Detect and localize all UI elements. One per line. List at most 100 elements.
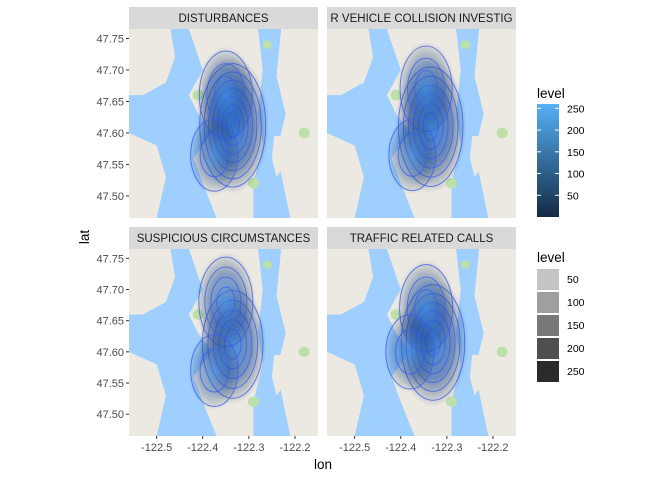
y-tick-label: 47.60: [96, 347, 124, 359]
map-land: [276, 29, 318, 218]
facet-strip-label: SUSPICIOUS CIRCUMSTANCES: [137, 233, 311, 245]
y-tick-label: 47.60: [96, 128, 124, 140]
map-land: [327, 351, 364, 436]
density-contour: [395, 329, 425, 375]
y-tick-label: 47.75: [96, 33, 124, 45]
map-park: [298, 127, 310, 139]
density-hotspot: [188, 114, 241, 196]
map-land: [469, 354, 484, 396]
facet-panels: DISTURBANCES R VEHICLE COLLISION INVESTIG…: [129, 7, 516, 436]
map-park: [262, 40, 272, 50]
x-tick-label: -122.4: [385, 442, 416, 454]
colorbar-legend-title: level: [537, 86, 565, 101]
facet-strip: [327, 227, 516, 249]
alpha-legend-swatch: [537, 269, 559, 290]
density-contour: [397, 133, 427, 177]
map-park: [460, 40, 470, 50]
density-hotspot: [188, 330, 241, 411]
density-contour: [407, 57, 446, 120]
map-park: [496, 127, 508, 139]
density-contour: [210, 276, 242, 328]
density-contour: [190, 334, 239, 407]
map-park: [247, 396, 259, 407]
density-hotspot: [383, 310, 437, 394]
y-tick-label: 47.50: [96, 409, 124, 421]
facet-panel: SUSPICIOUS CIRCUMSTANCES: [129, 227, 318, 436]
y-tick-label: 47.75: [96, 253, 124, 265]
alpha-legend-swatch: [537, 292, 559, 313]
x-tick-label: -122.3: [233, 442, 264, 454]
map-land: [129, 249, 176, 315]
map-land: [327, 249, 374, 315]
facet-panel: DISTURBANCES: [129, 7, 318, 218]
facet-strip: [129, 7, 318, 29]
colorbar-label: 200: [567, 125, 585, 137]
y-tick-label: 47.70: [96, 65, 124, 77]
y-tick-label: 47.70: [96, 285, 124, 297]
map-land: [276, 249, 318, 436]
x-axis-title: lon: [314, 457, 332, 472]
map-park: [298, 346, 310, 358]
map-land: [469, 136, 484, 178]
map-land: [474, 249, 516, 436]
alpha-legend-swatch: [537, 315, 559, 336]
x-tick-label: -122.5: [141, 442, 172, 454]
density-hotspot: [397, 41, 456, 137]
alpha-legend-label: 200: [567, 343, 585, 355]
x-axis: -122.5 -122.4 -122.3 -122.2 -122.5 -122.4 -122…: [141, 436, 509, 454]
colorbar-label: 50: [567, 190, 579, 202]
colorbar-label: 100: [567, 169, 585, 181]
alpha-legend-title: level: [537, 250, 565, 265]
alpha-legend-label: 150: [567, 320, 585, 332]
colorbar-label: 150: [567, 147, 585, 159]
density-contour: [414, 70, 438, 108]
x-tick-label: -122.3: [431, 442, 462, 454]
density-contour: [388, 119, 437, 191]
y-tick-label: 47.65: [96, 96, 124, 108]
y-axis: 47.50 47.55 47.60 47.65 47.70 47.75 47.50 47.55…: [96, 33, 129, 421]
y-tick-label: 47.65: [96, 316, 124, 328]
density-contour: [190, 118, 239, 192]
map-park: [496, 346, 508, 358]
alpha-legend-swatch: [537, 361, 559, 382]
density-contour: [199, 348, 229, 393]
x-tick-label: -122.2: [477, 442, 508, 454]
alpha-legend-label: 50: [567, 274, 579, 286]
y-tick-label: 47.55: [96, 378, 124, 390]
facet-strip-label: R VEHICLE COLLISION INVESTIG: [330, 13, 512, 25]
alpha-legend-label: 100: [567, 297, 585, 309]
map-land: [474, 29, 516, 218]
density-hotspot: [386, 115, 439, 195]
x-tick-label: -122.2: [279, 442, 310, 454]
y-axis-title: lat: [77, 230, 92, 245]
map-land: [129, 351, 166, 436]
map-land: [129, 29, 176, 96]
density-contour: [385, 314, 435, 390]
y-tick-label: 47.55: [96, 159, 124, 171]
alpha-legend-label: 250: [567, 366, 585, 378]
y-tick-label: 47.50: [96, 191, 124, 203]
x-tick-label: -122.5: [339, 442, 370, 454]
map-park: [460, 260, 470, 269]
density-contour: [214, 75, 238, 115]
alpha-legend-swatch: [537, 338, 559, 359]
map-park: [262, 260, 272, 269]
facet-strip-label: DISTURBANCES: [178, 13, 268, 25]
facet-strip-label: TRAFFIC RELATED CALLS: [350, 233, 494, 245]
facet-panel: TRAFFIC RELATED CALLS: [327, 227, 516, 436]
colorbar: [537, 104, 559, 217]
facet-panel: R VEHICLE COLLISION INVESTIG: [327, 7, 516, 218]
density-contour: [199, 132, 229, 178]
map-land: [327, 29, 374, 96]
density-contour: [216, 286, 236, 318]
map-land: [271, 354, 286, 396]
colorbar-label: 250: [567, 103, 585, 115]
map-land: [129, 132, 166, 218]
facet-strip: [327, 7, 516, 29]
map-land: [271, 136, 286, 178]
facet-strip: [129, 227, 318, 249]
map-land: [327, 132, 364, 218]
x-tick-label: -122.4: [187, 442, 218, 454]
